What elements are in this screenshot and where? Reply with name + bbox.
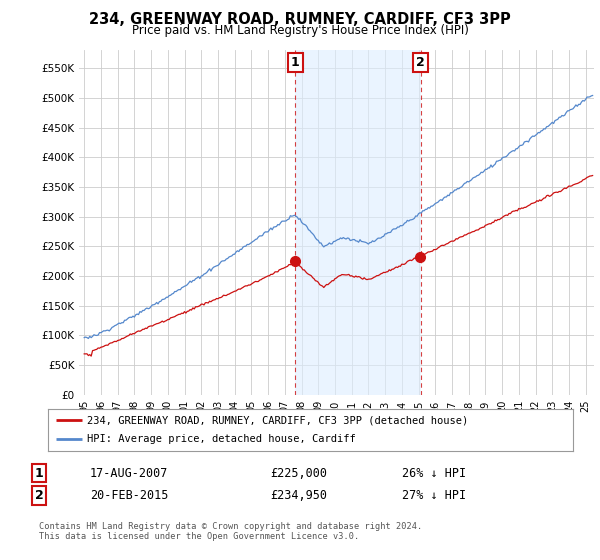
- Bar: [295, 50, 421, 395]
- Text: £234,950: £234,950: [270, 489, 327, 502]
- Text: Contains HM Land Registry data © Crown copyright and database right 2024.
This d: Contains HM Land Registry data © Crown c…: [39, 522, 422, 542]
- Text: 2: 2: [416, 56, 425, 69]
- Text: 1: 1: [35, 466, 43, 480]
- Text: 26% ↓ HPI: 26% ↓ HPI: [402, 466, 466, 480]
- Text: £225,000: £225,000: [270, 466, 327, 480]
- Text: Price paid vs. HM Land Registry's House Price Index (HPI): Price paid vs. HM Land Registry's House …: [131, 24, 469, 36]
- Text: 1: 1: [291, 56, 299, 69]
- Text: 17-AUG-2007: 17-AUG-2007: [90, 466, 169, 480]
- Text: 20-FEB-2015: 20-FEB-2015: [90, 489, 169, 502]
- Text: 234, GREENWAY ROAD, RUMNEY, CARDIFF, CF3 3PP (detached house): 234, GREENWAY ROAD, RUMNEY, CARDIFF, CF3…: [88, 415, 469, 425]
- Text: 234, GREENWAY ROAD, RUMNEY, CARDIFF, CF3 3PP: 234, GREENWAY ROAD, RUMNEY, CARDIFF, CF3…: [89, 12, 511, 27]
- Text: 2: 2: [35, 489, 43, 502]
- Text: 27% ↓ HPI: 27% ↓ HPI: [402, 489, 466, 502]
- Text: HPI: Average price, detached house, Cardiff: HPI: Average price, detached house, Card…: [88, 435, 356, 445]
